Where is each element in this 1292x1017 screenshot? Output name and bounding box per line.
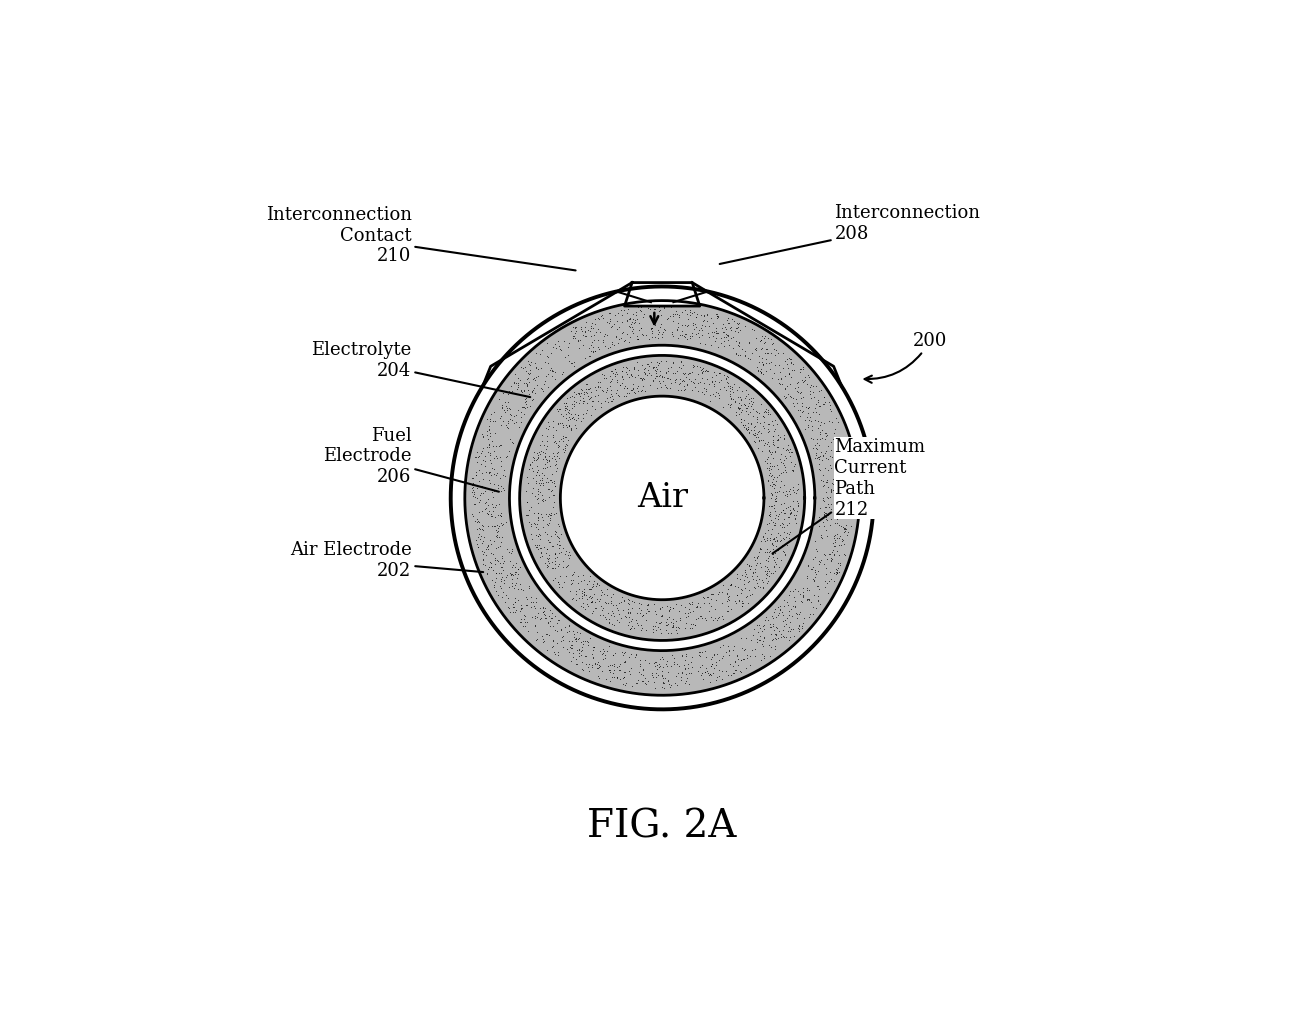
Text: FIG. 2A: FIG. 2A [588, 809, 736, 845]
Circle shape [561, 396, 764, 600]
Polygon shape [465, 301, 859, 696]
Text: Interconnection
Contact
210: Interconnection Contact 210 [266, 205, 576, 271]
Text: Fuel
Electrode
206: Fuel Electrode 206 [323, 426, 499, 492]
Polygon shape [519, 355, 805, 641]
Text: Electrolyte
204: Electrolyte 204 [311, 342, 530, 397]
Polygon shape [509, 345, 815, 651]
Text: Maximum
Current
Path
212: Maximum Current Path 212 [773, 438, 925, 553]
Polygon shape [624, 283, 700, 306]
Text: Air Electrode
202: Air Electrode 202 [289, 541, 483, 580]
Polygon shape [451, 287, 873, 709]
Text: Interconnection
208: Interconnection 208 [720, 204, 981, 264]
Text: 200: 200 [864, 333, 947, 382]
Text: Air: Air [637, 482, 687, 514]
